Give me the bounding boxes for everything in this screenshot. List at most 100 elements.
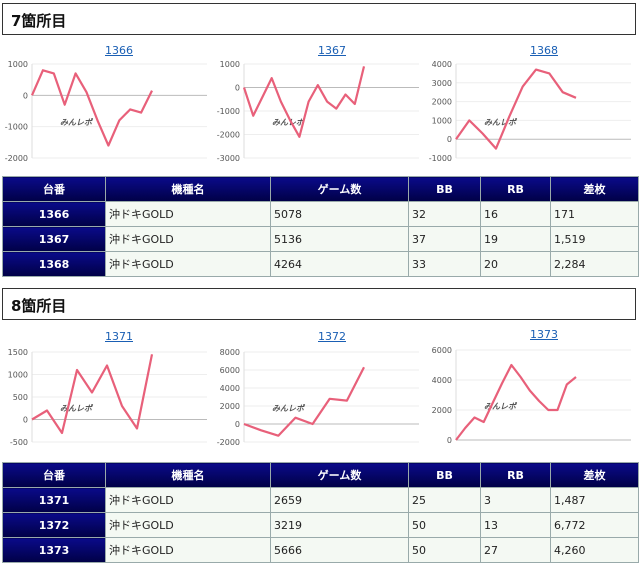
game-count: 4264 — [270, 251, 409, 277]
y-tick-label: 4000 — [432, 60, 452, 69]
chart-link-1367[interactable]: 1367 — [318, 44, 346, 57]
y-tick-label: 0 — [447, 436, 452, 445]
model-name: 沖ドキGOLD — [105, 226, 271, 252]
line-chart-1368: 4000 3000 2000 1000 0 -1000 みんレポ — [429, 60, 631, 163]
series-line — [242, 66, 366, 138]
col-header-bb: BB — [408, 176, 481, 202]
medal-diff: 2,284 — [550, 251, 639, 277]
rb-count: 3 — [480, 487, 551, 513]
y-tick-label: 1000 — [220, 60, 240, 69]
y-tick-label: 1000 — [8, 60, 28, 69]
col-header-bb: BB — [408, 462, 481, 488]
y-tick-label: -3000 — [217, 154, 240, 163]
y-tick-label: -500 — [10, 438, 28, 447]
line-chart-1371: 1500 1000 500 0 -500 みんレポ — [8, 348, 207, 447]
chart-link-1372[interactable]: 1372 — [318, 330, 346, 343]
table-row: 1366 沖ドキGOLD 5078 32 16 171 — [2, 201, 639, 227]
col-header-games: ゲーム数 — [270, 176, 409, 202]
y-tick-label: -2000 — [217, 131, 240, 140]
game-count: 5136 — [270, 226, 409, 252]
bb-count: 33 — [408, 251, 481, 277]
chart-link-1371[interactable]: 1371 — [105, 330, 133, 343]
y-tick-label: 1500 — [8, 348, 28, 357]
y-tick-label: 500 — [13, 393, 28, 402]
game-count: 5666 — [270, 537, 409, 563]
rb-count: 16 — [480, 201, 551, 227]
machine-number: 1366 — [2, 201, 106, 227]
col-header-rb: RB — [480, 462, 551, 488]
col-header-number: 台番 — [2, 176, 106, 202]
y-tick-label: -2000 — [217, 438, 240, 447]
y-tick-label: 0 — [23, 91, 28, 100]
col-header-model: 機種名 — [105, 176, 271, 202]
machine-table-8: 台番 機種名 ゲーム数 BB RB 差枚 1371 沖ドキGOLD 2659 2… — [2, 462, 639, 563]
y-tick-label: -2000 — [5, 154, 28, 163]
y-tick-label: 6000 — [432, 346, 452, 355]
watermark-logo: みんレポ — [484, 118, 518, 127]
table-row: 1368 沖ドキGOLD 4264 33 20 2,284 — [2, 251, 639, 277]
y-tick-label: -1000 — [429, 154, 452, 163]
y-tick-label: 6000 — [220, 366, 240, 375]
y-tick-label: 0 — [23, 416, 28, 425]
y-tick-label: 0 — [235, 420, 240, 429]
watermark-logo: みんレポ — [60, 404, 94, 413]
watermark-logo: みんレポ — [272, 404, 306, 413]
watermark-logo: みんレポ — [60, 118, 94, 127]
y-tick-label: 1000 — [8, 371, 28, 380]
watermark-logo: みんレポ — [272, 118, 306, 127]
series-line — [455, 68, 577, 150]
table-row: 1372 沖ドキGOLD 3219 50 13 6,772 — [2, 512, 639, 538]
table-row: 1373 沖ドキGOLD 5666 50 27 4,260 — [2, 537, 639, 563]
series-line — [243, 366, 365, 437]
y-tick-label: 4000 — [220, 384, 240, 393]
line-chart-1372: 8000 6000 4000 2000 0 -2000 みんレポ — [217, 348, 419, 447]
machine-number: 1368 — [2, 251, 106, 277]
table-row: 1371 沖ドキGOLD 2659 25 3 1,487 — [2, 487, 639, 513]
section-title: 7箇所目 — [11, 12, 67, 30]
bb-count: 32 — [408, 201, 481, 227]
y-tick-label: 3000 — [432, 79, 452, 88]
model-name: 沖ドキGOLD — [105, 512, 271, 538]
line-chart-1366: 1000 0 -1000 -2000 みんレポ — [5, 60, 207, 163]
col-header-rb: RB — [480, 176, 551, 202]
machine-number: 1372 — [2, 512, 106, 538]
chart-link-1373[interactable]: 1373 — [530, 328, 558, 341]
watermark-logo: みんレポ — [484, 402, 518, 411]
section-header-7: 7箇所目 — [2, 3, 636, 35]
model-name: 沖ドキGOLD — [105, 251, 271, 277]
table-row: 1367 沖ドキGOLD 5136 37 19 1,519 — [2, 226, 639, 252]
series-line — [455, 363, 577, 441]
y-tick-label: 2000 — [432, 98, 452, 107]
rb-count: 20 — [480, 251, 551, 277]
section-title: 8箇所目 — [11, 297, 67, 315]
medal-diff: 1,487 — [550, 487, 639, 513]
machine-number: 1373 — [2, 537, 106, 563]
col-header-number: 台番 — [2, 462, 106, 488]
chart-link-1368[interactable]: 1368 — [530, 44, 558, 57]
col-header-diff: 差枚 — [550, 176, 639, 202]
y-tick-label: 2000 — [432, 406, 452, 415]
chart-link-1366[interactable]: 1366 — [105, 44, 133, 57]
game-count: 5078 — [270, 201, 409, 227]
medal-diff: 6,772 — [550, 512, 639, 538]
y-tick-label: 8000 — [220, 348, 240, 357]
rb-count: 13 — [480, 512, 551, 538]
bb-count: 37 — [408, 226, 481, 252]
machine-table-7: 台番 機種名 ゲーム数 BB RB 差枚 1366 沖ドキGOLD 5078 3… — [2, 176, 639, 277]
bb-count: 50 — [408, 512, 481, 538]
y-tick-label: 0 — [447, 135, 452, 144]
bb-count: 50 — [408, 537, 481, 563]
line-chart-1373: 6000 4000 2000 0 みんレポ — [432, 346, 631, 445]
machine-number: 1371 — [2, 487, 106, 513]
model-name: 沖ドキGOLD — [105, 201, 271, 227]
game-count: 2659 — [270, 487, 409, 513]
rb-count: 19 — [480, 226, 551, 252]
model-name: 沖ドキGOLD — [105, 537, 271, 563]
medal-diff: 1,519 — [550, 226, 639, 252]
machine-number: 1367 — [2, 226, 106, 252]
medal-diff: 4,260 — [550, 537, 639, 563]
y-tick-label: -1000 — [217, 107, 240, 116]
bb-count: 25 — [408, 487, 481, 513]
y-tick-label: 4000 — [432, 376, 452, 385]
model-name: 沖ドキGOLD — [105, 487, 271, 513]
